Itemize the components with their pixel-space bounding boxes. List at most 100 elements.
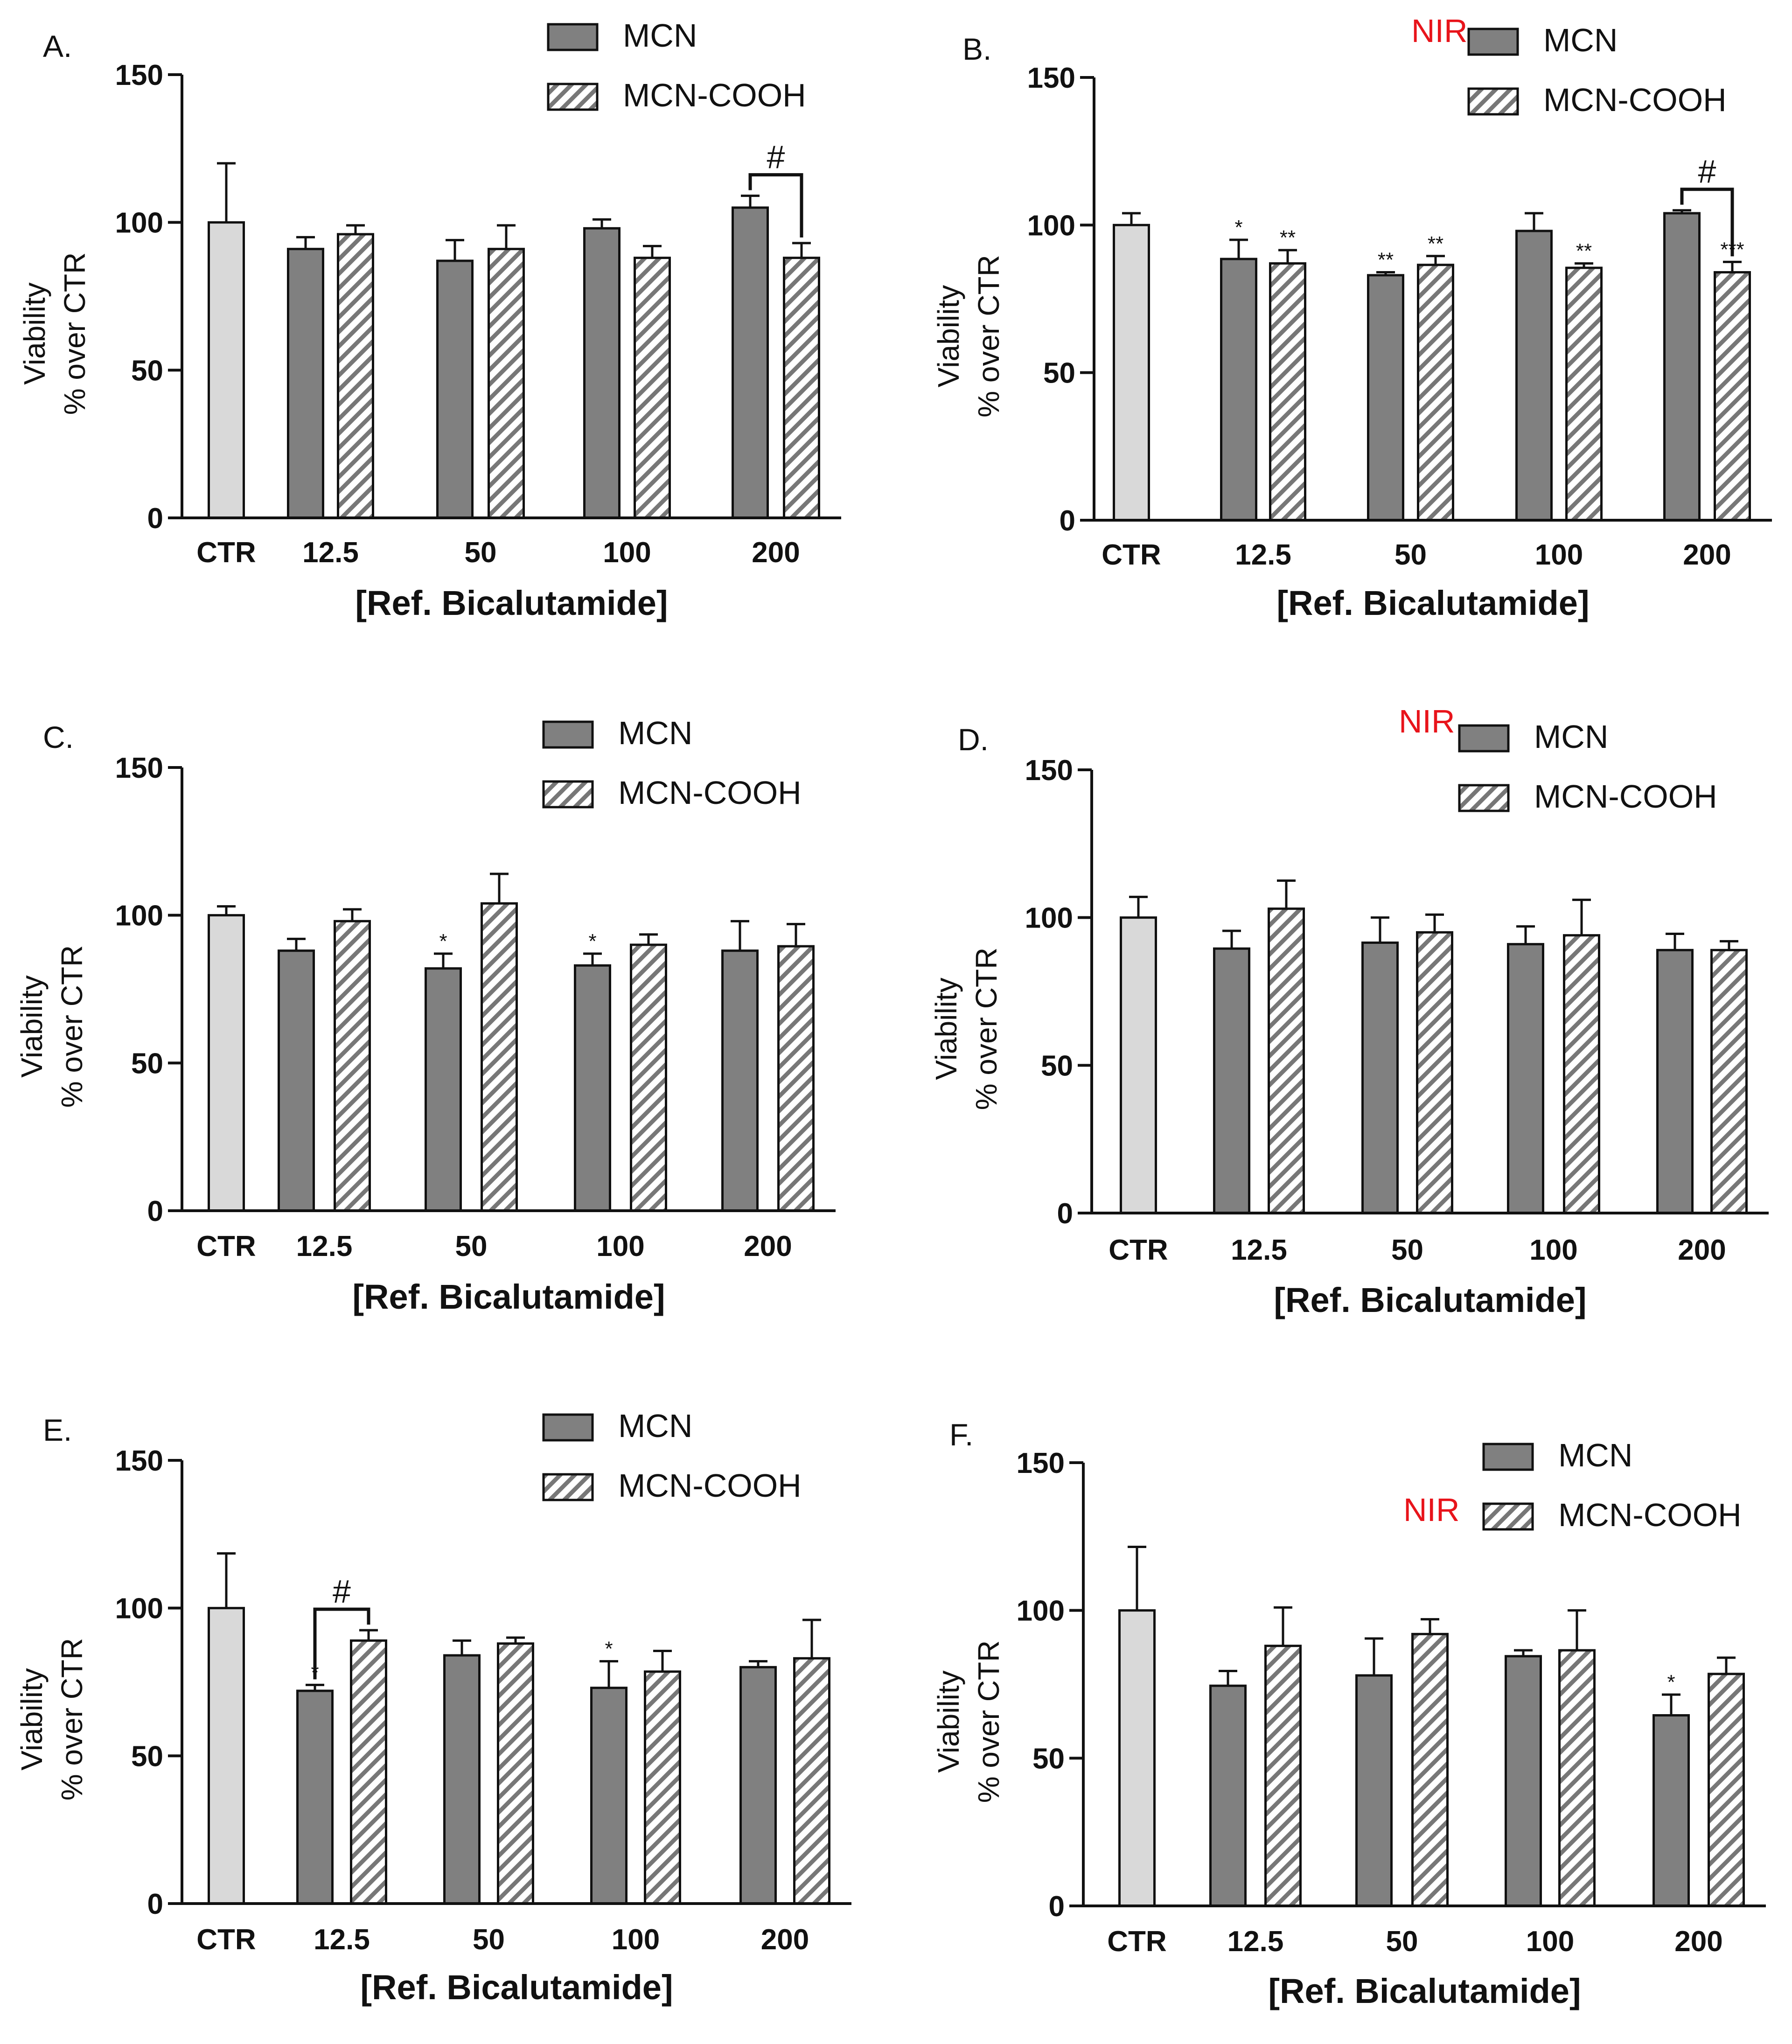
bar-mcn-cooh bbox=[635, 258, 670, 518]
y-axis-label: Viability% over CTR bbox=[15, 945, 89, 1108]
x-tick-label: 100 bbox=[596, 1230, 644, 1263]
y-axis-label-line: Viability bbox=[18, 282, 51, 384]
legend-label-mcn-cooh: MCN-COOH bbox=[1558, 1497, 1742, 1533]
legend-swatch-mcn-cooh bbox=[1459, 785, 1508, 811]
bar-mcn-cooh bbox=[335, 921, 370, 1211]
bar-mcn-cooh bbox=[1413, 1634, 1448, 1906]
y-tick-label: 0 bbox=[1049, 1891, 1065, 1923]
bar-mcn bbox=[1368, 275, 1403, 520]
y-tick-label: 50 bbox=[131, 1047, 163, 1080]
y-axis-label: Viability% over CTR bbox=[15, 1638, 89, 1801]
legend: MCN MCN-COOH bbox=[544, 715, 802, 811]
y-tick-label: 150 bbox=[115, 1445, 163, 1477]
legend-label-mcn: MCN bbox=[1558, 1437, 1632, 1473]
bar-mcn bbox=[575, 965, 610, 1211]
bar-mcn bbox=[741, 1667, 776, 1904]
x-tick-label: 100 bbox=[1529, 1234, 1577, 1266]
y-tick-label: 100 bbox=[115, 207, 163, 239]
bar-mcn bbox=[288, 249, 323, 518]
bar-mcn-cooh bbox=[779, 946, 814, 1211]
legend-swatch-mcn bbox=[1459, 726, 1508, 751]
bar-mcn-cooh bbox=[1418, 265, 1453, 520]
bar-mcn-cooh bbox=[489, 249, 524, 518]
legend-swatch-mcn-cooh bbox=[544, 781, 593, 807]
significance-label: * bbox=[1667, 1671, 1675, 1694]
chart-panel-a: A. #0 50 100 150 CTR 12.5 50 100 200 [Ref. Bicalut… bbox=[18, 17, 841, 622]
legend-label-mcn: MCN bbox=[1543, 22, 1618, 58]
y-axis-label: Viability% over CTR bbox=[932, 255, 1005, 418]
bar-mcn bbox=[426, 969, 461, 1211]
x-tick-label: 200 bbox=[1674, 1925, 1722, 1958]
y-axis-label-line: Viability bbox=[15, 975, 49, 1077]
legend-label-mcn: MCN bbox=[618, 715, 692, 751]
y-tick-label: 50 bbox=[1032, 1743, 1065, 1775]
y-tick-label: 100 bbox=[1025, 902, 1073, 935]
legend-label-mcn: MCN bbox=[1534, 719, 1608, 755]
bar-ctr bbox=[209, 223, 244, 518]
bar-ctr bbox=[1114, 225, 1149, 520]
bar-mcn-cooh bbox=[631, 945, 666, 1211]
bar-mcn-cooh bbox=[1266, 1646, 1301, 1906]
bar-mcn bbox=[1508, 944, 1543, 1213]
bar-mcn-cooh bbox=[351, 1640, 386, 1904]
x-axis-label: [Ref. Bicalutamide] bbox=[1274, 1281, 1586, 1319]
y-axis-label: Viability% over CTR bbox=[929, 948, 1003, 1110]
significance-label: * bbox=[1234, 216, 1242, 239]
significance-label: ** bbox=[1428, 232, 1443, 255]
x-axis-label: [Ref. Bicalutamide] bbox=[1268, 1972, 1581, 2010]
bar-mcn-cooh bbox=[1269, 909, 1304, 1213]
chart-title: NIR bbox=[1411, 13, 1468, 49]
y-tick-label: 0 bbox=[1057, 1198, 1073, 1230]
y-axis-label-line: Viability bbox=[932, 285, 965, 387]
x-tick-label: CTR bbox=[1107, 1925, 1166, 1958]
legend-label-mcn-cooh: MCN-COOH bbox=[618, 774, 802, 811]
bar-mcn bbox=[1214, 949, 1249, 1213]
chart-title: NIR bbox=[1403, 1492, 1460, 1528]
y-axis-label-line: Viability bbox=[932, 1670, 965, 1772]
bar-mcn-cooh bbox=[645, 1672, 680, 1904]
bar-ctr bbox=[209, 1608, 244, 1904]
bar-mcn bbox=[1665, 213, 1700, 520]
chart-panel-d: D. NIR050100150CTR 12.5 50 100 200[Ref. Bical… bbox=[929, 703, 1769, 1319]
legend-label-mcn-cooh: MCN-COOH bbox=[623, 77, 806, 113]
y-tick-label: 100 bbox=[1017, 1595, 1065, 1627]
legend-label-mcn-cooh: MCN-COOH bbox=[1543, 82, 1727, 118]
legend-swatch-mcn bbox=[544, 1415, 593, 1440]
y-tick-label: 100 bbox=[115, 1593, 163, 1625]
significance-label: # bbox=[1698, 153, 1716, 190]
significance-label: * bbox=[588, 930, 596, 953]
x-tick-label: 12.5 bbox=[1235, 539, 1291, 571]
x-tick-label: 200 bbox=[1683, 539, 1731, 571]
bar-mcn-cooh bbox=[1417, 932, 1452, 1213]
y-tick-label: 150 bbox=[1027, 62, 1075, 94]
significance-label: * bbox=[605, 1638, 613, 1660]
x-tick-label: 100 bbox=[1526, 1925, 1574, 1958]
significance-label: * bbox=[439, 930, 447, 953]
chart-panel-f: F. NIR * 0 50 100 150 CTR 12.5 50 100 200 [Ref. Bica… bbox=[932, 1417, 1766, 2010]
y-tick-label: 0 bbox=[147, 502, 163, 535]
panel-label: F. bbox=[949, 1417, 973, 1452]
legend-swatch-mcn bbox=[1484, 1444, 1533, 1470]
x-tick-label: 50 bbox=[1391, 1234, 1423, 1266]
y-axis-label-line: Viability bbox=[929, 977, 963, 1080]
bar-mcn-cooh bbox=[1564, 935, 1599, 1213]
bar-mcn bbox=[733, 208, 768, 518]
x-tick-label: 12.5 bbox=[314, 1924, 370, 1956]
bar-mcn bbox=[445, 1655, 480, 1904]
y-axis-label-line: % over CTR bbox=[55, 1638, 89, 1801]
bar-mcn-cooh bbox=[795, 1658, 830, 1904]
x-tick-label: 200 bbox=[752, 537, 800, 569]
bar-mcn bbox=[723, 951, 758, 1211]
bar-mcn-cooh bbox=[1709, 1674, 1744, 1906]
x-tick-label: 100 bbox=[612, 1924, 660, 1956]
bar-mcn bbox=[1654, 1716, 1689, 1906]
bar-ctr bbox=[209, 915, 244, 1211]
bar-mcn bbox=[1506, 1656, 1541, 1906]
y-axis-label: Viability% over CTR bbox=[18, 252, 91, 415]
y-tick-label: 0 bbox=[147, 1888, 163, 1920]
x-tick-label: 50 bbox=[1386, 1925, 1418, 1958]
figure: A.#050100150CTR 12.5 50 100 200[Ref. Bicalut… bbox=[0, 0, 1792, 2044]
x-axis-label: [Ref. Bicalutamide] bbox=[1276, 584, 1589, 622]
y-tick-label: 150 bbox=[1025, 754, 1073, 787]
